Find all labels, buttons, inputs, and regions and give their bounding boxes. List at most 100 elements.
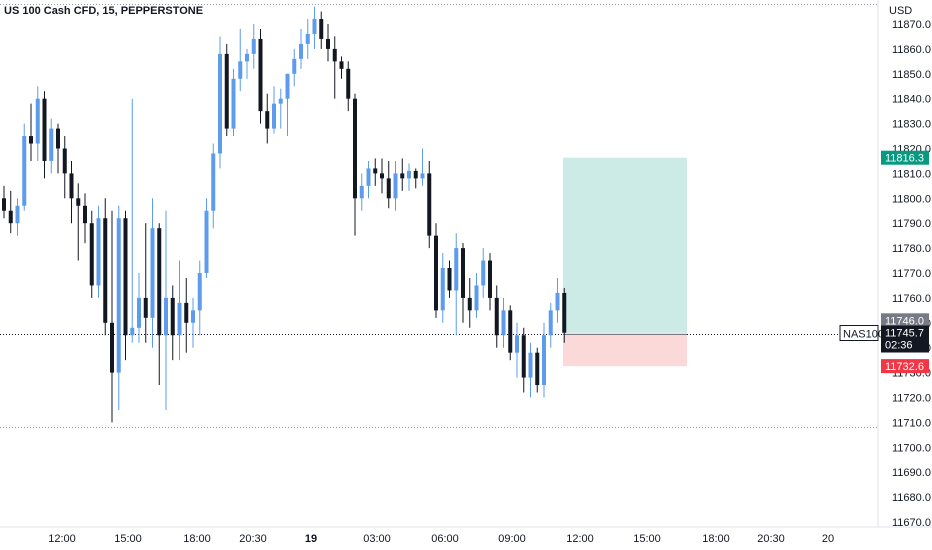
candle-body[interactable]	[218, 53, 222, 154]
candle-body[interactable]	[434, 235, 438, 311]
candle-body[interactable]	[332, 48, 337, 62]
candle-body[interactable]	[528, 352, 533, 378]
candle-body[interactable]	[535, 352, 540, 386]
y-tick-label: 11700.0	[892, 442, 931, 454]
candle-body[interactable]	[548, 310, 553, 336]
candle-body[interactable]	[211, 153, 216, 211]
candle-body[interactable]	[197, 273, 202, 311]
candle-body[interactable]	[454, 248, 459, 291]
candle-body[interactable]	[238, 61, 243, 79]
candle-body[interactable]	[467, 297, 472, 311]
candle-body[interactable]	[481, 260, 486, 286]
candle-body[interactable]	[184, 302, 189, 323]
candle-body[interactable]	[359, 185, 364, 199]
candle-body[interactable]	[170, 297, 175, 336]
candle-body[interactable]	[204, 210, 209, 273]
candle-body[interactable]	[164, 297, 168, 336]
candle-body[interactable]	[96, 218, 101, 286]
candle-body[interactable]	[251, 38, 256, 54]
candle-body[interactable]	[89, 223, 94, 286]
candle-body[interactable]	[103, 218, 108, 323]
candle-body[interactable]	[542, 335, 546, 386]
candle-body[interactable]	[407, 170, 411, 179]
candle-body[interactable]	[427, 173, 432, 236]
y-tick-label: 11850.0	[892, 69, 931, 81]
candle-body[interactable]	[346, 68, 351, 99]
candle-body[interactable]	[440, 268, 445, 311]
currency-label: USD	[889, 5, 912, 17]
candle-body[interactable]	[137, 297, 141, 328]
candle-body[interactable]	[143, 297, 148, 318]
candle-body[interactable]	[373, 168, 378, 174]
x-tick-label: 09:00	[498, 533, 526, 545]
candle-body[interactable]	[339, 61, 344, 69]
candle-body[interactable]	[272, 103, 276, 129]
candle-body[interactable]	[420, 173, 425, 179]
candle-body[interactable]	[474, 285, 479, 311]
candle-body[interactable]	[245, 53, 249, 62]
y-tick-label: 11780.0	[892, 243, 931, 255]
candle-body[interactable]	[413, 170, 418, 179]
candle-body[interactable]	[150, 228, 155, 318]
candle-body[interactable]	[366, 168, 371, 186]
candle-body[interactable]	[521, 335, 526, 378]
candle-body[interactable]	[285, 73, 290, 99]
candle-body[interactable]	[461, 248, 465, 298]
candle-body[interactable]	[49, 128, 54, 161]
candle-body[interactable]	[42, 98, 47, 161]
x-tick-label: 18:00	[702, 533, 730, 545]
candle-body[interactable]	[265, 111, 270, 129]
candle-body[interactable]	[353, 98, 357, 199]
candle-body[interactable]	[299, 43, 303, 59]
candle-body[interactable]	[110, 322, 114, 373]
candle-body[interactable]	[8, 210, 13, 224]
candle-body[interactable]	[562, 292, 567, 333]
candle-body[interactable]	[157, 228, 162, 336]
candle-body[interactable]	[400, 173, 405, 179]
candle-body[interactable]	[292, 58, 297, 74]
candle-body[interactable]	[191, 310, 195, 323]
candle-body[interactable]	[35, 98, 40, 144]
candle-body[interactable]	[224, 53, 229, 129]
candle-body[interactable]	[386, 178, 391, 199]
candle-body[interactable]	[177, 302, 182, 336]
candle-body[interactable]	[319, 19, 324, 39]
candle-body[interactable]	[312, 19, 317, 34]
y-tick-label: 11830.0	[892, 119, 931, 131]
candle-body[interactable]	[22, 136, 27, 206]
candle-body[interactable]	[326, 38, 330, 49]
candle-body[interactable]	[488, 260, 492, 298]
candle-body[interactable]	[447, 268, 452, 291]
candle-body[interactable]	[15, 205, 20, 224]
candle-body[interactable]	[380, 173, 384, 179]
candle-body[interactable]	[258, 38, 263, 112]
candle-body[interactable]	[515, 335, 519, 353]
candle-body[interactable]	[555, 292, 560, 311]
x-tick-label: 15:00	[633, 533, 661, 545]
candle-body[interactable]	[83, 205, 87, 224]
candle-body[interactable]	[231, 78, 236, 129]
candle-body[interactable]	[116, 218, 121, 373]
candle-body[interactable]	[56, 128, 60, 149]
profit-zone[interactable]	[563, 157, 687, 333]
candle-body[interactable]	[2, 198, 6, 211]
loss-zone[interactable]	[563, 332, 687, 367]
candle-body[interactable]	[508, 310, 513, 353]
symbol-tag: NAS100	[843, 329, 884, 341]
candle-body[interactable]	[305, 33, 310, 44]
y-tick-label: 11760.0	[892, 293, 931, 305]
candle-body[interactable]	[123, 218, 128, 336]
candle-body[interactable]	[393, 173, 398, 199]
current-price-tag: 11745.7	[885, 328, 924, 340]
candle-body[interactable]	[76, 198, 81, 206]
candle-body[interactable]	[501, 310, 506, 336]
candle-body[interactable]	[62, 148, 67, 174]
candle-body[interactable]	[69, 173, 74, 199]
entry-price-tag: 11746.0	[885, 315, 924, 327]
candle-body[interactable]	[494, 297, 499, 336]
candle-body[interactable]	[130, 327, 135, 336]
candle-body[interactable]	[29, 136, 33, 144]
candle-body[interactable]	[278, 98, 283, 104]
y-tick-label: 11790.0	[892, 218, 931, 230]
